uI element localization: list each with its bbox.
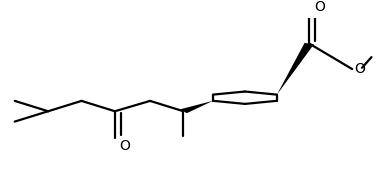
Text: O: O xyxy=(354,62,365,76)
Polygon shape xyxy=(180,101,213,113)
Text: O: O xyxy=(315,0,326,14)
Text: O: O xyxy=(119,139,130,153)
Polygon shape xyxy=(277,43,314,95)
